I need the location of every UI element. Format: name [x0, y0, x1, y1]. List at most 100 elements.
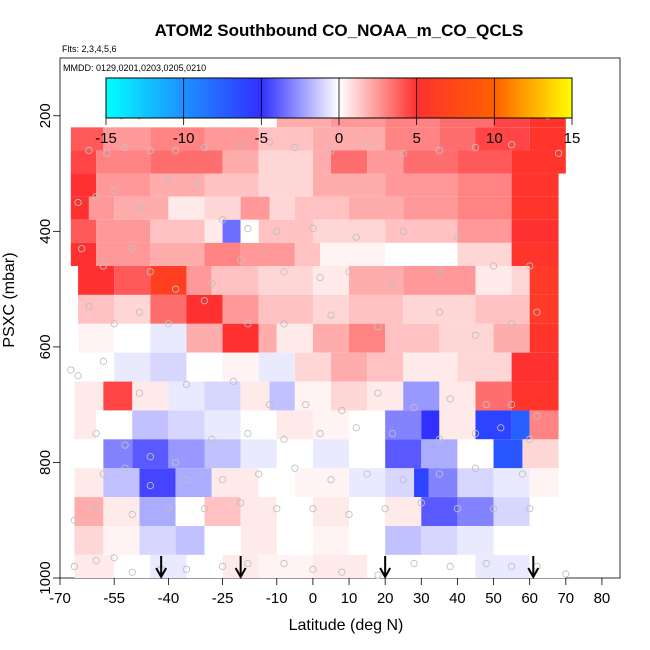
observation-point	[446, 562, 454, 571]
heatmap-cell	[186, 323, 223, 353]
heatmap-cell	[103, 127, 151, 151]
heatmap-cell	[70, 127, 104, 151]
heatmap-cell	[74, 468, 104, 498]
heatmap-cell	[204, 196, 241, 220]
observation-point	[482, 401, 490, 409]
heatmap-cell	[114, 352, 151, 382]
heatmap-cell	[276, 439, 313, 469]
heatmap-cell	[204, 439, 241, 469]
observation-point	[316, 273, 324, 282]
observation-point	[374, 389, 382, 397]
heatmap-cell	[258, 219, 313, 243]
flights-note: Flts: 2,3,4,5,6	[62, 44, 117, 54]
heatmap-cell	[240, 196, 270, 220]
heatmap-cell	[457, 173, 512, 197]
heatmap-cell	[403, 352, 458, 382]
observation-point	[200, 143, 209, 152]
observation-point	[363, 141, 371, 149]
heatmap-cell	[511, 352, 559, 382]
heatmap	[70, 104, 566, 578]
heatmap-cell	[258, 468, 295, 498]
observation-point	[435, 146, 444, 155]
x-tick-label: -55	[103, 590, 125, 607]
heatmap-cell	[276, 323, 313, 353]
observation-point	[92, 505, 100, 513]
heatmap-cell	[385, 497, 422, 526]
observation-point	[229, 377, 238, 386]
observation-point	[110, 554, 118, 562]
observation-point	[327, 476, 335, 484]
heatmap-cell	[150, 127, 205, 151]
heatmap-cell	[70, 150, 97, 174]
heatmap-cell	[403, 196, 458, 220]
heatmap-cell	[349, 497, 386, 526]
heatmap-cell	[150, 323, 187, 353]
observation-point	[554, 149, 563, 157]
heatmap-cell	[312, 323, 350, 353]
observation-point	[78, 245, 86, 253]
heatmap-cell	[312, 294, 350, 324]
heatmap-cell	[414, 468, 429, 498]
heatmap-cell	[312, 410, 350, 440]
observation-point	[388, 429, 397, 438]
heatmap-cell	[385, 468, 415, 498]
heatmap-cell	[96, 150, 151, 174]
observation-point	[327, 311, 335, 319]
heatmap-cell	[276, 497, 313, 526]
observation-point	[338, 406, 346, 415]
x-tick-label: 50	[485, 590, 502, 607]
heatmap-cell	[258, 323, 277, 353]
heatmap-cell	[457, 468, 494, 498]
observation-point	[435, 268, 444, 276]
observation-point	[435, 435, 444, 443]
observation-point	[526, 505, 534, 513]
heatmap-cell	[211, 468, 259, 498]
colorbar-tick-label: 5	[412, 130, 420, 147]
heatmap-cell	[74, 381, 104, 411]
observation-point	[533, 412, 541, 420]
heatmap-cell	[139, 526, 176, 555]
observation-point	[70, 562, 79, 571]
heatmap-cell	[367, 381, 404, 411]
heatmap-cell	[529, 127, 566, 151]
heatmap-cell	[168, 196, 205, 220]
heatmap-cell	[367, 150, 404, 174]
heatmap-cell	[258, 294, 313, 324]
heatmap-cell	[139, 468, 176, 498]
heatmap-cell	[439, 381, 476, 411]
heatmap-cell	[439, 127, 476, 151]
observation-point	[255, 470, 263, 478]
heatmap-cell	[74, 439, 104, 469]
observation-point	[309, 224, 317, 233]
observation-point	[352, 424, 360, 432]
observation-point	[164, 505, 173, 513]
heatmap-cell	[312, 439, 350, 469]
observation-point	[280, 268, 288, 276]
heatmap-cell	[511, 242, 559, 266]
heatmap-cell	[349, 468, 386, 498]
heatmap-cell	[421, 439, 458, 469]
observation-point	[518, 470, 527, 478]
heatmap-cell	[475, 127, 530, 151]
heatmap-cell	[385, 323, 440, 353]
heatmap-cell	[312, 497, 350, 526]
heatmap-cell	[349, 526, 386, 555]
heatmap-cell	[204, 381, 241, 411]
observation-point	[146, 268, 154, 276]
x-tick-label: 80	[594, 590, 611, 607]
observation-point	[85, 146, 93, 155]
observation-point	[273, 227, 281, 235]
heatmap-cell	[70, 219, 97, 243]
heatmap-cell	[258, 127, 313, 151]
observation-point	[471, 464, 480, 472]
heatmap-cell	[269, 196, 295, 220]
observation-point	[399, 476, 407, 484]
y-tick-label: 600	[37, 334, 54, 359]
heatmap-cell	[312, 127, 386, 151]
observation-point	[280, 435, 288, 443]
observation-point	[99, 470, 108, 478]
heatmap-cell	[385, 219, 458, 243]
observation-point	[381, 505, 389, 513]
observation-point	[236, 141, 245, 149]
heatmap-cell	[168, 439, 205, 469]
